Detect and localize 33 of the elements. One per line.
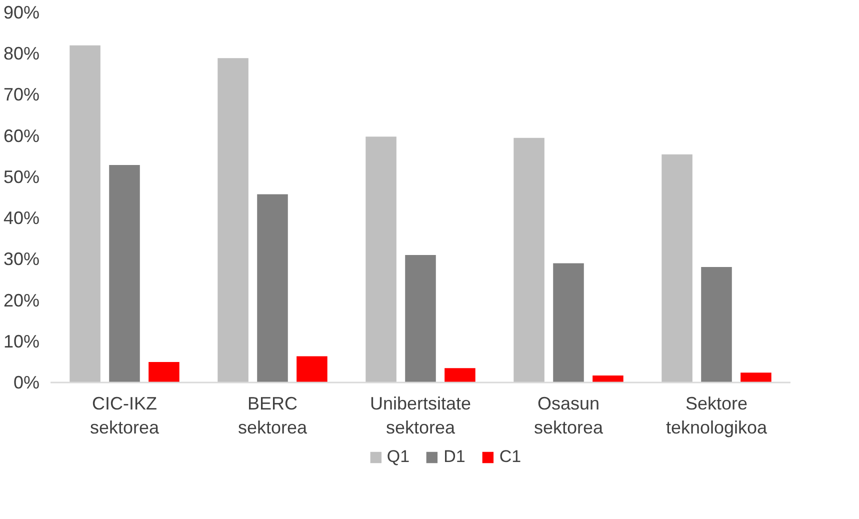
bar (109, 165, 140, 382)
bar (514, 138, 544, 382)
bar (592, 376, 624, 382)
y-tick-label: 20% (3, 290, 40, 310)
bar (296, 356, 328, 382)
y-tick-label: 80% (3, 44, 40, 64)
bar (662, 154, 692, 382)
y-tick-label: 30% (3, 249, 40, 270)
bar (257, 194, 288, 382)
x-tick-label: Unibertsitate sektorea (370, 394, 472, 438)
y-tick-label: 90% (3, 2, 40, 22)
legend-label: C1 (499, 447, 522, 467)
bar (553, 263, 584, 382)
x-tick-label: Sektore teknologikoa (666, 394, 768, 438)
bar (70, 45, 100, 382)
bar (405, 255, 436, 382)
x-tick-label: BERC sektorea (238, 394, 308, 438)
y-tick-label: 40% (3, 208, 40, 228)
y-tick-label: 10% (3, 331, 40, 352)
y-tick-label: 50% (3, 166, 40, 187)
y-tick-label: 0% (13, 372, 40, 392)
x-tick-label: Osasun sektorea (534, 394, 604, 438)
legend-label: D1 (444, 447, 466, 467)
bar (366, 136, 396, 382)
bar (740, 372, 772, 382)
bar (701, 266, 732, 382)
legend-label: Q1 (386, 447, 410, 467)
bar (148, 362, 180, 382)
y-tick-label: 70% (3, 84, 40, 105)
bar (218, 58, 248, 382)
x-tick-label: CIC-IKZ sektorea (90, 394, 160, 438)
y-tick-label: 60% (3, 126, 40, 146)
bar (444, 368, 476, 382)
